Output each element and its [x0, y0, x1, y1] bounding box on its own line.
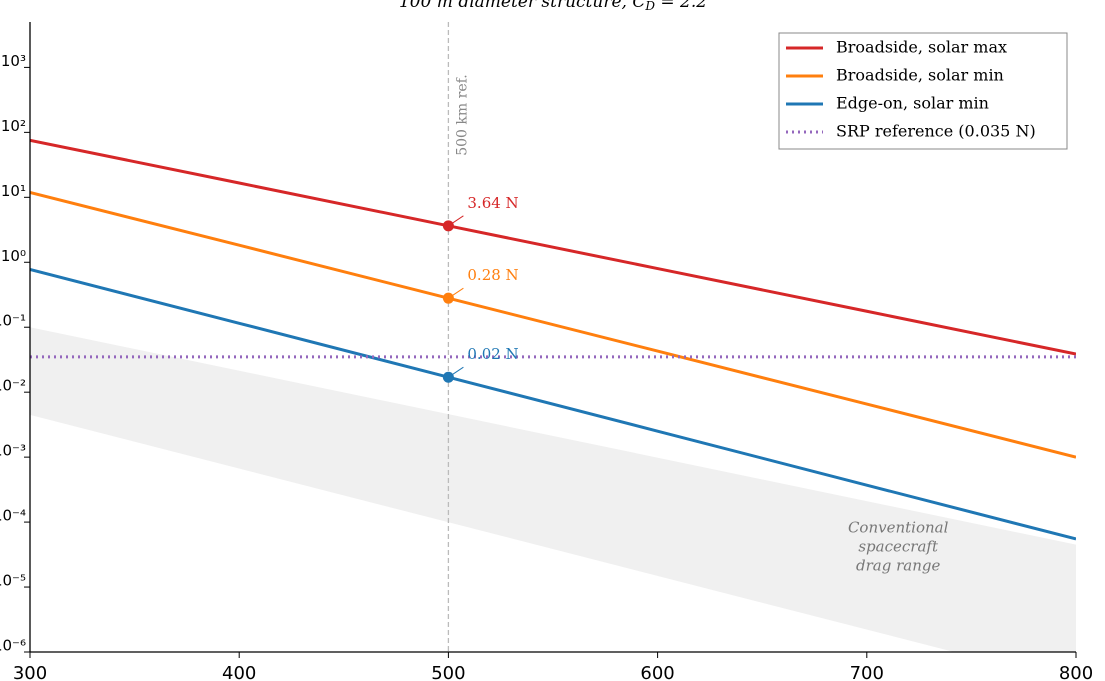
annotation-leader [451, 287, 464, 297]
chart-title: 100 m diameter structure, CD = 2.2 [399, 0, 707, 13]
legend-label: Edge-on, solar min [836, 94, 989, 113]
title-end: = 2.2 [655, 0, 707, 12]
marker [442, 220, 454, 232]
annotation-leader [451, 215, 464, 225]
y-tick-label: 10² [1, 117, 26, 135]
x-tick-label: 600 [640, 663, 674, 681]
band-label: drag range [856, 556, 940, 574]
y-tick-label: 10¹ [1, 182, 26, 200]
line [30, 267, 1076, 541]
line [30, 190, 1076, 459]
y-tick-label: 10⁻³ [0, 442, 26, 460]
legend-label: SRP reference (0.035 N) [836, 122, 1036, 141]
x-tick-label: 300 [13, 663, 47, 681]
y-tick-label: 10⁻⁴ [0, 507, 26, 525]
y-tick-label: 10³ [1, 52, 26, 70]
legend-label: Broadside, solar max [836, 38, 1007, 57]
y-tick-label: 10⁰ [1, 247, 26, 265]
reference-label: 500 km ref. [454, 74, 470, 156]
y-tick-label: 10⁻² [0, 377, 26, 395]
title-sub: D [644, 0, 655, 13]
x-tick-label: 700 [850, 663, 884, 681]
legend-label: Broadside, solar min [836, 66, 1004, 85]
x-tick-label: 400 [222, 663, 256, 681]
title-text: 100 m diameter structure, C [399, 0, 645, 12]
y-tick-label: 10⁻¹ [0, 312, 26, 330]
annotation: 3.64 N [467, 194, 518, 212]
legend-box [778, 32, 1068, 150]
y-tick-label: 10⁻⁶ [0, 637, 26, 655]
x-tick-label: 800 [1059, 663, 1093, 681]
annotation: 0.28 N [467, 266, 518, 284]
line [30, 138, 1076, 356]
band-label: spacecraft [858, 537, 939, 555]
x-tick-label: 500 [431, 663, 465, 681]
band-label: Conventional [848, 518, 949, 536]
band [30, 327, 1076, 652]
marker [442, 292, 454, 304]
marker [442, 371, 454, 383]
y-tick-label: 10⁻⁵ [0, 572, 26, 590]
annotation-leader [451, 366, 464, 376]
annotation: 0.02 N [467, 345, 518, 363]
